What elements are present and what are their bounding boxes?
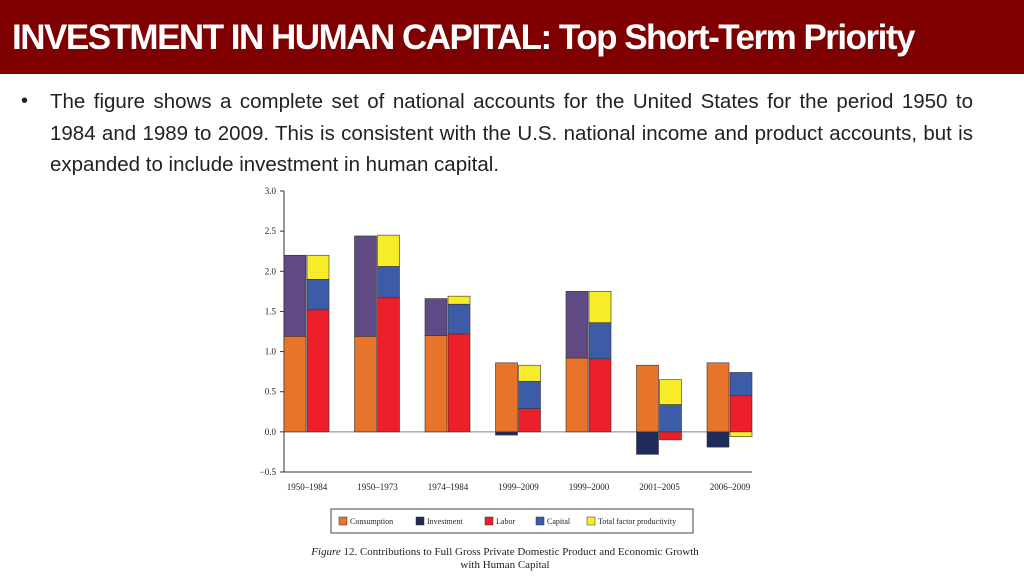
y-tick-label: 3.0	[265, 186, 277, 196]
output-bar-segment-1	[706, 431, 730, 448]
caption-figure-label: Figure	[311, 546, 341, 558]
input-bar-segment-0	[447, 333, 471, 433]
output-bar-segment-0	[354, 336, 377, 433]
input-bar-segment-0	[588, 358, 612, 433]
output-bar-segment-0	[424, 335, 448, 433]
legend-swatch	[535, 516, 545, 526]
x-tick-label: 1950–1973	[357, 482, 398, 492]
x-tick-label: 1999–2009	[498, 482, 539, 492]
output-bar-segment-0	[495, 362, 518, 433]
y-tick-label: 2.0	[265, 266, 277, 276]
output-bar-segment-0	[283, 336, 307, 433]
input-bar-segment-1	[306, 279, 330, 311]
output-bar-segment-0	[706, 362, 730, 433]
bullet-text: The figure shows a complete set of natio…	[50, 90, 973, 176]
input-bar-segment-1	[447, 303, 471, 335]
input-bar-segment-1	[588, 322, 612, 360]
input-bar-segment-0	[306, 309, 330, 433]
input-bar-segment-0	[729, 395, 753, 433]
x-tick-label: 2006–2009	[710, 482, 751, 492]
legend-label: Total factor productivity	[598, 517, 676, 526]
input-bar-segment-2	[729, 431, 753, 437]
input-bar-segment-2	[447, 295, 471, 305]
input-bar-segment-1	[518, 380, 541, 409]
output-bar-segment-0	[636, 364, 659, 433]
caption-text: 12. Contributions to Full Gross Private …	[343, 546, 699, 558]
input-bar-segment-2	[306, 254, 330, 280]
output-bar-segment-1	[354, 235, 377, 337]
y-tick-label: 2.5	[265, 226, 277, 236]
legend-swatch	[484, 516, 494, 526]
legend-label: Labor	[496, 517, 515, 526]
output-bar-segment-1	[424, 298, 448, 336]
y-tick-label: 0.0	[265, 427, 277, 437]
input-bar-segment-0	[659, 431, 682, 441]
x-tick-label: 1999–2000	[569, 482, 610, 492]
legend-swatch	[415, 516, 425, 526]
output-bar-segment-1	[283, 254, 307, 337]
x-tick-label: 2001–2005	[639, 482, 680, 492]
input-bar-segment-0	[518, 408, 541, 433]
figure-caption: Figure 12. Contributions to Full Gross P…	[200, 546, 810, 572]
caption-text-line2: with Human Capital	[460, 559, 550, 571]
y-tick-label: −0.5	[260, 467, 277, 477]
legend-swatch	[338, 516, 348, 526]
bullet-icon: •	[21, 90, 29, 112]
legend-label: Investment	[427, 517, 463, 526]
input-bar-segment-0	[377, 297, 400, 433]
y-tick-label: 1.5	[265, 306, 277, 316]
input-bar-segment-1	[659, 404, 682, 433]
output-bar-segment-1	[636, 431, 659, 455]
output-bar-segment-0	[565, 357, 589, 433]
legend-label: Capital	[547, 517, 571, 526]
input-bar-segment-1	[377, 266, 400, 299]
output-bar-segment-1	[495, 431, 518, 436]
input-bar-segment-2	[518, 364, 541, 382]
page-title: INVESTMENT IN HUMAN CAPITAL: Top Short-T…	[12, 18, 915, 57]
y-tick-label: 1.0	[265, 347, 277, 357]
legend-swatch	[586, 516, 596, 526]
bullet-paragraph: • The figure shows a complete set of nat…	[21, 86, 973, 181]
x-tick-label: 1950–1984	[287, 482, 328, 492]
title-bar: INVESTMENT IN HUMAN CAPITAL: Top Short-T…	[0, 0, 1024, 74]
legend-label: Consumption	[350, 517, 393, 526]
input-bar-segment-2	[659, 379, 682, 405]
y-tick-label: 0.5	[265, 387, 277, 397]
legend-box	[330, 508, 694, 534]
input-bar-segment-2	[377, 234, 400, 267]
output-bar-segment-1	[565, 291, 589, 359]
input-bar-segment-2	[588, 291, 612, 323]
input-bar-segment-1	[729, 372, 753, 397]
x-tick-label: 1974–1984	[428, 482, 469, 492]
